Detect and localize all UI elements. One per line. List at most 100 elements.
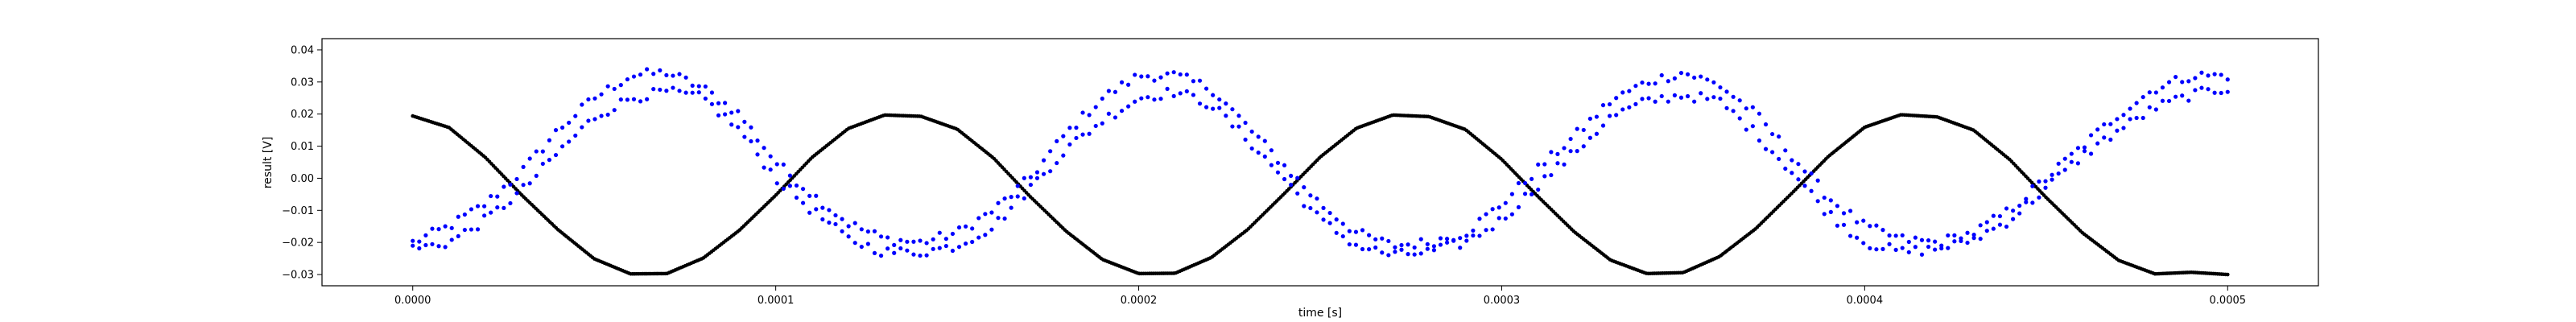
blue-series-point <box>729 110 734 115</box>
blue-series-point <box>2050 172 2054 177</box>
blue-series-point <box>774 181 779 186</box>
blue-series-point <box>1197 78 1203 83</box>
blue-series-point <box>1451 238 1456 243</box>
blue-series-point <box>1458 246 1463 250</box>
blue-series-point <box>1991 213 1996 218</box>
blue-series-point <box>1289 182 1294 188</box>
blue-series-point <box>1367 247 1372 252</box>
blue-series-point <box>1061 153 1066 158</box>
blue-series-point <box>2225 89 2230 94</box>
blue-series-point <box>762 165 766 170</box>
blue-series-point <box>2056 161 2061 166</box>
blue-series-point <box>645 97 650 101</box>
blue-series-point <box>846 224 851 229</box>
blue-series-point <box>2082 149 2087 154</box>
blue-series-point <box>2062 167 2067 172</box>
blue-series-point <box>1282 163 1287 167</box>
blue-series-point <box>1490 207 1495 212</box>
blue-series-point <box>820 217 825 222</box>
blue-series-point <box>1685 93 1690 99</box>
blue-series-point <box>1997 213 2003 219</box>
y-tick-label: 0.04 <box>291 44 314 56</box>
blue-series-point <box>1952 239 1957 244</box>
blue-series-point <box>1133 99 1137 104</box>
blue-series-point <box>1152 78 1157 83</box>
blue-series-point <box>586 97 591 102</box>
blue-series-point <box>631 74 637 79</box>
blue-series-point <box>1653 81 1657 86</box>
blue-series-point <box>1763 122 1769 127</box>
blue-series-point <box>983 212 988 217</box>
y-axis-label: result [V] <box>262 137 275 189</box>
blue-series-point <box>1822 212 1827 217</box>
blue-series-point <box>937 230 942 235</box>
blue-series-point <box>1516 180 1521 186</box>
blue-series-point <box>625 97 630 102</box>
blue-series-point <box>1425 242 1430 246</box>
blue-series-point <box>872 250 877 255</box>
blue-series-point <box>1061 134 1066 138</box>
blue-series-point <box>1302 185 1307 190</box>
blue-series-point <box>749 125 753 130</box>
blue-series-point <box>449 237 454 242</box>
blue-series-point <box>1614 113 1619 118</box>
blue-series-point <box>1399 247 1404 252</box>
blue-series-point <box>1028 175 1033 180</box>
blue-series-point <box>2160 85 2165 90</box>
blue-series-point <box>1080 132 1085 137</box>
blue-series-point <box>1744 106 1748 111</box>
blue-series-point <box>2088 151 2094 156</box>
series-0 <box>411 113 2230 277</box>
blue-series-point <box>1731 94 1736 99</box>
blue-series-point <box>456 214 460 219</box>
blue-series-point <box>755 152 760 157</box>
blue-series-point <box>1549 150 1554 155</box>
blue-series-point <box>1568 136 1573 142</box>
blue-series-point <box>1581 144 1586 149</box>
blue-series-point <box>2030 184 2035 188</box>
black-series-point <box>2225 272 2230 277</box>
blue-series-point <box>1295 175 1300 180</box>
blue-series-point <box>1802 184 1807 188</box>
blue-series-point <box>690 90 695 95</box>
blue-series-point <box>1289 173 1294 179</box>
blue-series-point <box>638 99 643 104</box>
blue-series-point <box>2017 203 2022 208</box>
x-tick-label: 0.0000 <box>394 295 431 307</box>
blue-series-point <box>411 238 415 243</box>
blue-series-point <box>671 85 675 90</box>
blue-series-point <box>1262 154 1267 159</box>
blue-series-point <box>2212 72 2217 76</box>
blue-series-point <box>1471 233 1476 238</box>
blue-series-point <box>911 252 916 257</box>
blue-series-point <box>1321 205 1326 210</box>
y-tick-label: 0.03 <box>291 76 314 89</box>
blue-series-point <box>2134 101 2139 105</box>
blue-series-point <box>677 72 682 76</box>
blue-series-point <box>534 149 539 154</box>
blue-series-point <box>762 146 766 151</box>
blue-series-point <box>2193 88 2198 93</box>
blue-series-point <box>1718 85 1723 90</box>
blue-series-point <box>495 194 500 199</box>
blue-series-point <box>1055 138 1059 143</box>
blue-series-point <box>1646 96 1651 101</box>
blue-series-point <box>1133 72 1137 77</box>
blue-series-point <box>1197 101 1203 106</box>
blue-series-point <box>462 227 467 233</box>
blue-series-point <box>1594 131 1600 136</box>
blue-series-point <box>1386 253 1391 258</box>
blue-series-point <box>1399 242 1404 248</box>
blue-series-point <box>852 241 857 246</box>
blue-series-point <box>898 246 903 251</box>
blue-series-point <box>651 72 656 76</box>
blue-series-point <box>2069 159 2074 164</box>
blue-series-point <box>1106 111 1111 116</box>
blue-series-point <box>1431 244 1437 249</box>
blue-series-point <box>1783 166 1788 171</box>
blue-series-point <box>605 84 610 89</box>
blue-series-point <box>794 183 799 188</box>
blue-series-point <box>1841 211 1847 216</box>
blue-series-point <box>2102 122 2107 127</box>
blue-series-point <box>2102 135 2107 140</box>
